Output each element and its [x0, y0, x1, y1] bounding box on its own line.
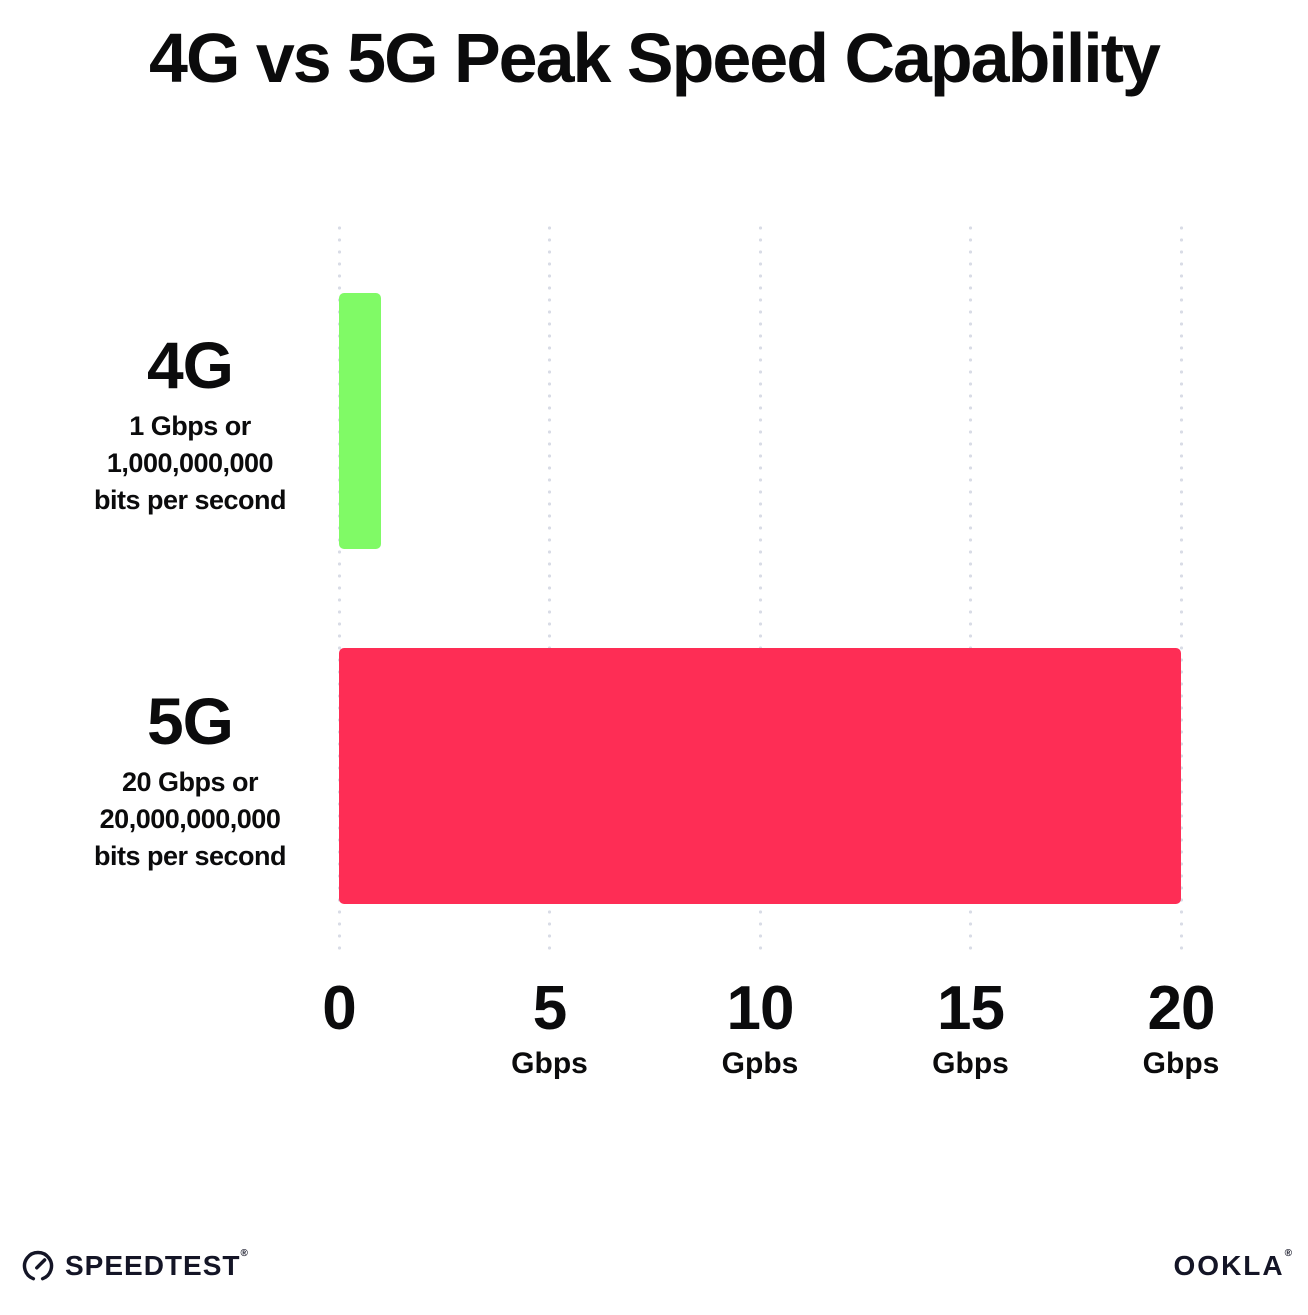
gridline-15: [969, 222, 972, 956]
x-tick-5-unit: Gbps: [511, 1047, 588, 1080]
speedtest-logo: SPEEDTEST®: [20, 1248, 248, 1284]
row-label-4g-subline-3: bits per second: [93, 485, 287, 515]
chart-title: 4G vs 5G Peak Speed Capability: [149, 19, 1161, 97]
row-label-5g-subline-3: bits per second: [93, 841, 287, 871]
x-tick-10-unit: Gpbs: [721, 1047, 799, 1080]
footer: SPEEDTEST® OOKLA®: [20, 1248, 1292, 1284]
x-tick-20-unit: Gbps: [1142, 1047, 1220, 1080]
gridline-5: [548, 222, 551, 956]
gridline-10: [758, 222, 762, 956]
row-label-4g: 4G 1 Gbps or 1,000,000,000 bits per seco…: [25, 330, 355, 519]
speedtest-gauge-icon: [20, 1248, 56, 1284]
x-tick-20: 20 Gbps: [1143, 976, 1220, 1080]
x-tick-15: 15 Gbps: [932, 976, 1009, 1080]
row-label-4g-title: 4G: [146, 328, 234, 402]
speedtest-logo-text: SPEEDTEST®: [65, 1248, 248, 1281]
ookla-registered-mark: ®: [1284, 1248, 1292, 1259]
speedtest-registered-mark: ®: [240, 1248, 248, 1259]
plot-area: [337, 222, 1183, 956]
row-label-4g-subtitle: 1 Gbps or 1,000,000,000 bits per second: [25, 408, 355, 519]
bar-4g: [339, 293, 382, 549]
ookla-logo: OOKLA®: [1173, 1248, 1292, 1282]
x-tick-10: 10 Gpbs: [722, 976, 799, 1080]
x-tick-5-value: 5: [532, 974, 567, 1043]
row-label-5g: 5G 20 Gbps or 20,000,000,000 bits per se…: [25, 686, 355, 875]
bar-5g: [339, 648, 1181, 904]
x-tick-15-value: 15: [937, 974, 1005, 1043]
row-label-4g-subline-2: 1,000,000,000: [106, 448, 274, 478]
row-label-5g-subline-2: 20,000,000,000: [99, 804, 281, 834]
x-tick-20-value: 20: [1147, 974, 1216, 1043]
x-tick-15-unit: Gbps: [932, 1047, 1009, 1080]
gridline-0: [337, 222, 341, 956]
x-axis: 0 5 Gbps 10 Gpbs 15 Gbps 20 Gbps: [322, 976, 1219, 1106]
x-tick-10-value: 10: [726, 974, 795, 1043]
x-tick-0-value: 0: [322, 974, 356, 1043]
row-label-5g-title: 5G: [146, 684, 234, 758]
x-tick-5: 5 Gbps: [511, 976, 588, 1080]
x-tick-0: 0: [322, 974, 356, 1048]
gridline-20: [1179, 222, 1183, 956]
ookla-logo-text: OOKLA: [1173, 1250, 1285, 1281]
row-label-5g-subtitle: 20 Gbps or 20,000,000,000 bits per secon…: [25, 764, 355, 875]
row-label-5g-subline-1: 20 Gbps or: [121, 767, 259, 797]
row-label-4g-subline-1: 1 Gbps or: [129, 411, 251, 441]
